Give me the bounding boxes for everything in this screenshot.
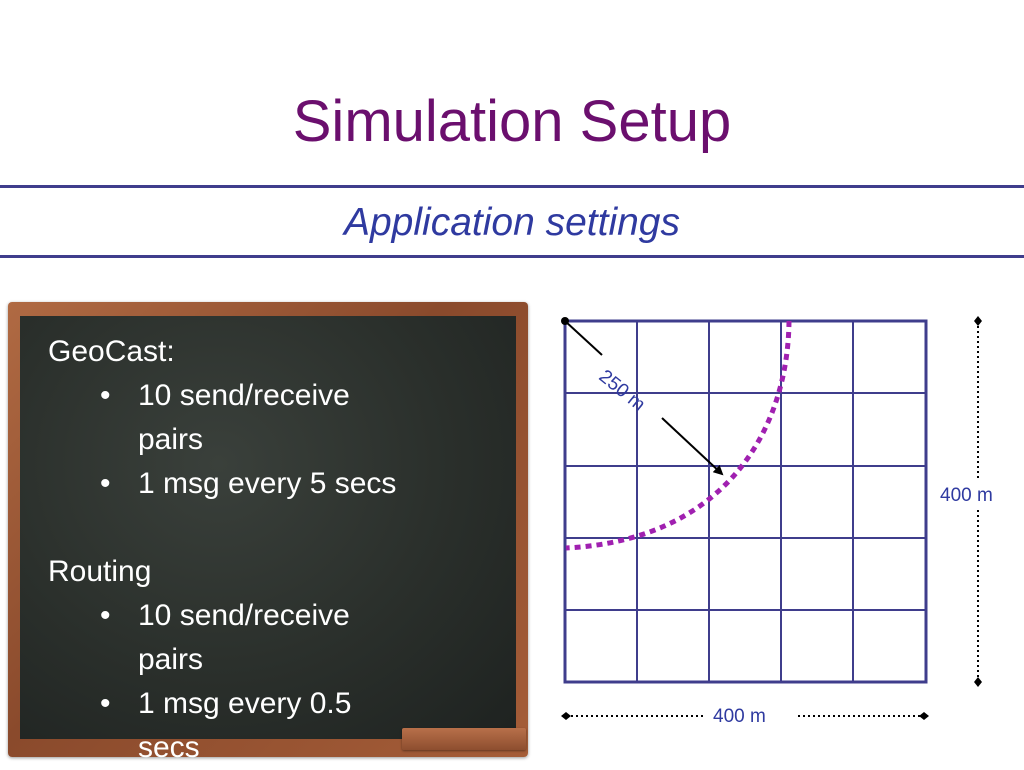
radius-arrow-start xyxy=(564,320,603,356)
list-item-text: 1 msg every 5 secs xyxy=(138,467,397,500)
blackboard-surface xyxy=(20,316,516,739)
geocast-range-arc xyxy=(565,320,792,551)
list-item: • 1 msg every 0.5 secs xyxy=(48,682,528,770)
height-label: 400 m xyxy=(940,485,993,507)
list-item-text: pairs xyxy=(138,423,204,456)
list-item-text: secs xyxy=(138,731,200,764)
slide-subtitle: Application settings xyxy=(343,201,681,244)
diamond-end-icon xyxy=(974,316,982,326)
list-item: • 10 send/receive pairs xyxy=(48,374,528,462)
bullet-icon: • xyxy=(100,599,111,632)
geocast-list: • 10 send/receive pairs • 1 msg every 5 … xyxy=(48,374,528,506)
bullet-icon: • xyxy=(100,687,111,720)
list-item-text: pairs xyxy=(138,643,204,676)
width-dimension xyxy=(561,712,929,720)
radius-arrow-end xyxy=(661,417,724,476)
bottom-rule xyxy=(0,255,1024,258)
diamond-end-icon xyxy=(919,712,929,720)
slide-title: Simulation Setup xyxy=(292,89,732,154)
diamond-end-icon xyxy=(974,677,982,687)
bullet-icon: • xyxy=(100,379,111,412)
list-item-text: 10 send/receive xyxy=(138,599,350,632)
geocast-heading: GeoCast: xyxy=(48,335,175,368)
width-label: 400 m xyxy=(713,706,766,728)
blackboard xyxy=(8,302,528,757)
blackboard-text: GeoCast: • 10 send/receive pairs • 1 msg… xyxy=(48,330,528,770)
grid-border xyxy=(563,319,928,684)
routing-heading: Routing xyxy=(48,555,152,588)
chalk-ledge xyxy=(402,728,526,750)
bullet-icon: • xyxy=(100,467,111,500)
top-rule xyxy=(0,185,1024,188)
diamond-end-icon xyxy=(561,712,571,720)
list-item: • 1 msg every 5 secs xyxy=(48,462,528,506)
list-item: • 10 send/receive pairs xyxy=(48,594,528,682)
list-item-text: 1 msg every 0.5 xyxy=(138,687,352,720)
list-item-text: 10 send/receive xyxy=(138,379,350,412)
height-dimension xyxy=(974,316,982,687)
grid-lines xyxy=(563,319,928,684)
routing-list: • 10 send/receive pairs • 1 msg every 0.… xyxy=(48,594,528,770)
